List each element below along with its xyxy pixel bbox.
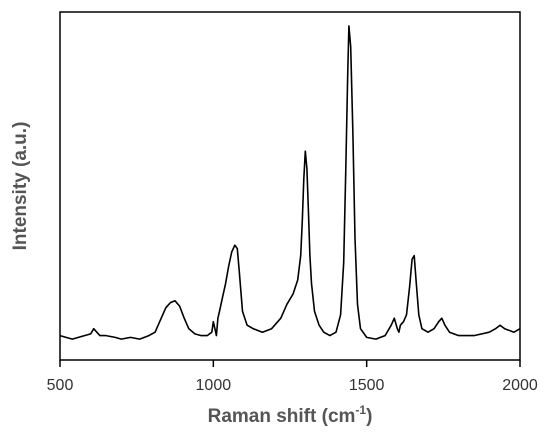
x-tick-group: 500 1000 1500 2000 bbox=[47, 360, 538, 394]
x-tick-label: 500 bbox=[47, 377, 74, 394]
spectrum-line bbox=[59, 25, 521, 340]
x-tick-label: 1500 bbox=[349, 377, 385, 394]
x-axis-title: Raman shift (cm-1) bbox=[208, 403, 373, 427]
y-axis-title: Intensity (a.u.) bbox=[10, 122, 31, 251]
x-tick-label: 2000 bbox=[502, 377, 538, 394]
x-tick-label: 1000 bbox=[196, 377, 232, 394]
plot-frame bbox=[59, 11, 521, 361]
